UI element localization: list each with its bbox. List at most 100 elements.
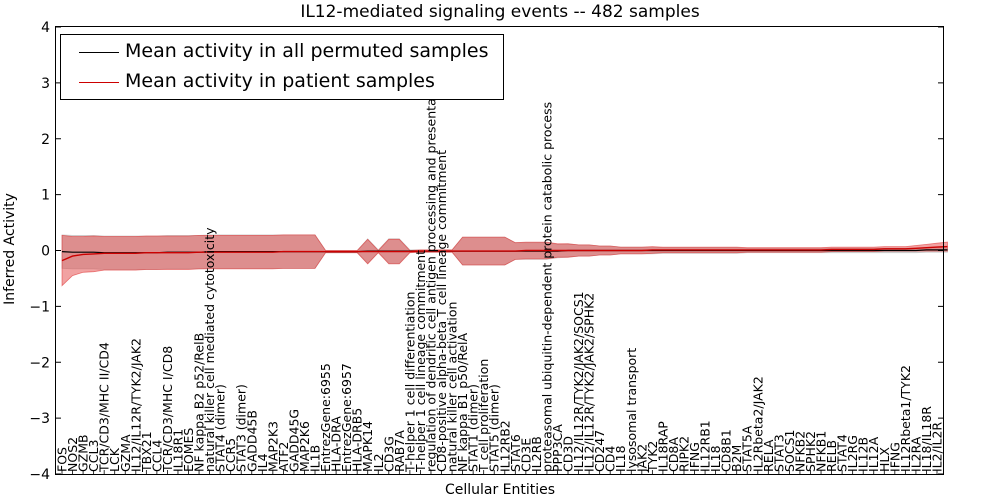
x-tick-label: PPP3CA <box>550 424 565 472</box>
x-tick-label: CD3G <box>381 436 396 472</box>
y-tick-label: −1 <box>29 299 50 315</box>
x-tick-label: IL12A <box>866 436 881 472</box>
x-tick-label: STAT5 (dimer) <box>487 384 502 472</box>
x-tick-label: EntrezGene:6957 <box>339 363 354 472</box>
x-tick-label: STAT5A <box>740 425 755 472</box>
x-tick-label: IL2RG <box>845 435 860 472</box>
x-tick-label: STAT1 (dimer) <box>466 384 481 472</box>
x-tick-label: IL12RB1 <box>698 420 713 472</box>
x-tick-label: CCL3 <box>86 440 101 472</box>
y-tick-label: 0 <box>41 244 50 260</box>
x-tick-label: IL2RB <box>529 436 544 472</box>
x-tick-label: IFNG <box>887 442 902 472</box>
x-tick-label: STAT3 <box>771 434 786 472</box>
x-tick-label: IL2RA <box>908 436 923 472</box>
x-tick-label: IL2Rbeta2/JAK2 <box>750 376 765 472</box>
x-tick-label: T-helper 1 cell differentiation <box>402 292 417 473</box>
x-tick-label: JAK2 <box>634 444 649 473</box>
x-tick-label: GZMB <box>76 434 91 472</box>
x-tick-label: TCR/CD3/MHC II/CD4 <box>97 342 112 473</box>
x-tick-label: GADD45G <box>286 409 301 472</box>
x-tick-label: CCR5 <box>223 438 238 472</box>
chart-title: IL12-mediated signaling events -- 482 sa… <box>300 2 700 22</box>
spread-bands <box>61 234 948 287</box>
x-tick-label: IL12/IL12R/TYK2/JAK2/SOCS1 <box>571 291 586 472</box>
legend: Mean activity in all permuted samples Me… <box>60 34 504 100</box>
x-tick-label: STAT3 (dimer) <box>234 384 249 472</box>
x-tick-label: NF kappa B1 p50/RelA <box>455 332 470 472</box>
y-tick-label: 2 <box>41 132 50 148</box>
x-tick-label: CCL4 <box>149 440 164 472</box>
x-axis-label: Cellular Entities <box>445 482 555 498</box>
x-tick-label: MAPK14 <box>360 421 375 472</box>
y-tick-label: 4 <box>41 20 50 36</box>
x-tick-label: natural killer cell activation <box>445 302 460 473</box>
x-tick-label: ATF2 <box>276 442 291 472</box>
x-tick-label: regulation of dendritic cell antigen pro… <box>424 74 439 472</box>
x-tick-label: NFKB2 <box>793 431 808 472</box>
x-tick-label: IL18/IL18R <box>919 406 934 472</box>
x-tick-label: NF kappa B2 p52/RelB <box>192 333 207 472</box>
legend-label-patient: Mean activity in patient samples <box>125 70 435 92</box>
x-tick-label: lysosomal transport <box>624 348 639 472</box>
x-tick-label: CD8-positive alpha-beta T cell lineage c… <box>434 150 449 472</box>
x-tick-label: proteasomal ubiquitin-dependent protein … <box>539 102 554 472</box>
x-tick-label: EntrezGene:6955 <box>318 363 333 472</box>
x-tick-label: IL18 <box>708 445 723 472</box>
plot-frame <box>55 26 944 475</box>
x-tick-label: NFKB1 <box>814 431 829 472</box>
legend-item-patient: Mean activity in patient samples <box>61 67 503 97</box>
x-tick-label: IL12/IL12R/TYK2/JAK2/SPHK2 <box>582 293 597 472</box>
x-tick-label: NOS2 <box>65 437 80 472</box>
legend-item-permuted: Mean activity in all permuted samples <box>61 37 503 67</box>
y-ticks: −4 −3 −2 −1 0 1 2 3 4 <box>29 20 943 483</box>
x-tick-label: MAP2K3 <box>265 421 280 472</box>
series-line-patient <box>61 245 948 262</box>
x-tick-label: STAT4 (dimer) <box>213 384 228 472</box>
x-tick-label: TBX21 <box>139 431 154 473</box>
x-tick-label: CD3D <box>561 436 576 472</box>
x-tick-label: IL12/IL12R/TYK2/JAK2 <box>128 338 143 472</box>
x-tick-label: TCR/CD3/MHC I/CD8 <box>160 346 175 473</box>
x-tick-label: EOMES <box>181 428 196 472</box>
x-tick-label: IL1B <box>308 445 323 472</box>
y-tick-label: −2 <box>29 355 50 371</box>
y-tick-label: −3 <box>29 411 50 427</box>
x-tick-label: IL18 <box>613 445 628 472</box>
y-tick-label: 3 <box>41 76 50 92</box>
x-tick-label: STAT4 <box>835 434 850 472</box>
x-tick-label: SPHK2 <box>803 431 818 472</box>
x-tick-label: IL12B <box>856 437 871 472</box>
x-tick-label: STAT6 <box>508 434 523 472</box>
y-axis-label: Inferred Activity <box>2 193 18 305</box>
x-tick-label: IL18R1 <box>171 429 186 472</box>
x-tick-label: SOCS1 <box>782 430 797 472</box>
x-tick-label: B2M <box>729 445 744 472</box>
y-tick-label: −4 <box>29 467 50 483</box>
x-tick-label: FOS <box>55 447 70 472</box>
x-tick-label: TYK2 <box>645 441 660 473</box>
x-tick-label: IL4 <box>255 453 270 472</box>
x-tick-label: RELA <box>761 439 776 472</box>
x-tick-label: CD8B1 <box>719 429 734 472</box>
x-tick-label: IL12RB2 <box>497 420 512 472</box>
x-tick-label: LCK <box>107 447 122 472</box>
x-tick-label: IL2/IL2R <box>930 422 945 472</box>
x-tick-label: RIPK2 <box>677 436 692 472</box>
x-tick-label: HLX <box>877 447 892 472</box>
x-tick-label: HLA-DRA <box>329 416 344 472</box>
x-tick-label: T cell proliferation <box>476 359 491 473</box>
x-tick-label: MAP2K6 <box>297 421 312 472</box>
x-tick-label: CD247 <box>592 430 607 472</box>
band-patient <box>61 234 948 287</box>
x-tick-label: IL12Rbeta1/TYK2 <box>898 365 913 472</box>
x-tick-label: IL2 <box>371 453 386 472</box>
y-tick-label: 1 <box>41 188 50 204</box>
x-tick-label: IL18RAP <box>655 421 670 472</box>
x-tick-label: RAB7A <box>392 430 407 472</box>
series-lines <box>61 245 948 262</box>
x-tick-label: GZMA <box>118 434 133 472</box>
x-tick-label: GADD45B <box>244 410 259 472</box>
